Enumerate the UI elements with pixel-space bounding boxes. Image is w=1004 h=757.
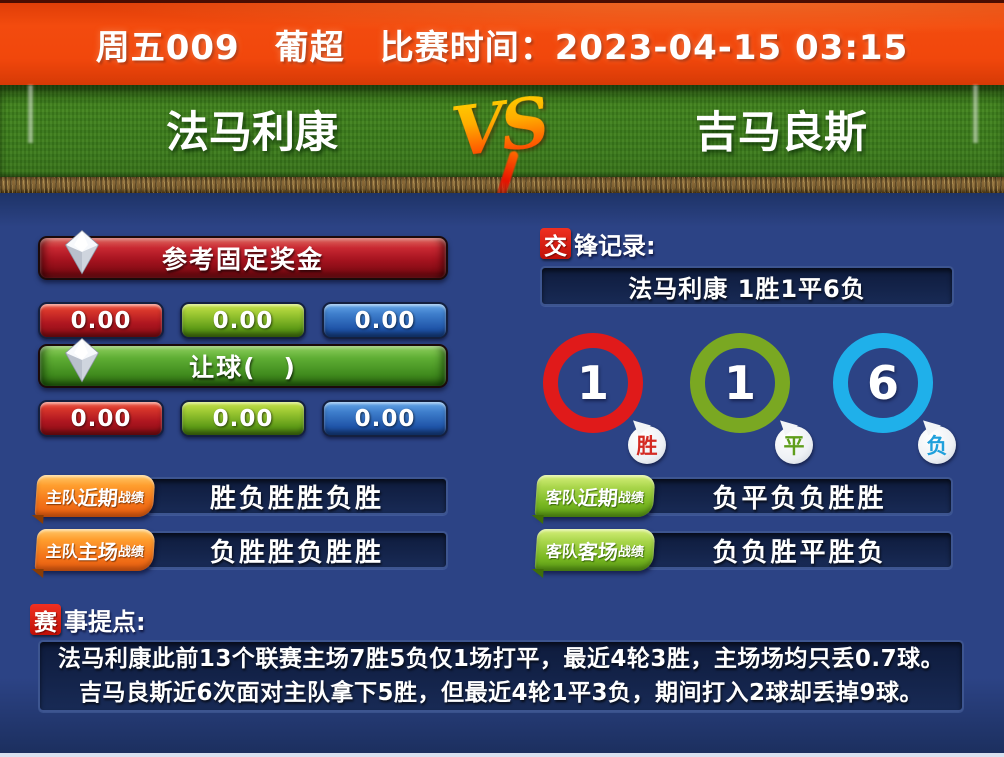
- tips-lead-badge-icon: 赛: [30, 604, 61, 636]
- h2h-label-text: 锋记录:: [574, 232, 656, 260]
- handicap-odds-away-button[interactable]: 0.00: [322, 400, 448, 437]
- draws-count: 1: [723, 356, 756, 410]
- loss-badge: 负: [918, 426, 956, 464]
- away-recent-record-value: 负平负负胜胜: [646, 477, 953, 515]
- badge-suffix-text: 战绩: [617, 544, 645, 560]
- vs-flame-icon: VS: [447, 83, 552, 223]
- fixed-odds-header: 参考固定奖金: [38, 230, 448, 280]
- handicap-odds-header: 让球( ): [38, 338, 448, 388]
- head-to-head-label: 交 锋记录:: [540, 228, 656, 260]
- fixed-odds-draw-button[interactable]: 0.00: [180, 302, 306, 339]
- badge-scope-text: 客场: [577, 539, 619, 564]
- match-title: 周五009 葡超 比赛时间：2023-04-15 03:15: [95, 27, 909, 68]
- h2h-summary-box: 法马利康 1胜1平6负: [540, 266, 954, 306]
- handicap-odds-draw-button[interactable]: 0.00: [180, 400, 306, 437]
- wins-ring-chart: 1 胜: [543, 333, 666, 464]
- away-away-record-badge: 客队 客场 战绩: [534, 529, 656, 571]
- header-bar: 周五009 葡超 比赛时间：2023-04-15 03:15: [0, 0, 1004, 85]
- badge-team-text: 客队: [545, 488, 579, 507]
- home-home-record-value: 负胜胜负胜胜: [146, 531, 448, 569]
- handicap-odds-home-button[interactable]: 0.00: [38, 400, 164, 437]
- tips-box: 法马利康此前13个联赛主场7胜5负仅1场打平，最近4轮3胜，主场场均只丢0.7球…: [38, 640, 964, 712]
- vs-label: VS: [447, 82, 551, 174]
- losses-count: 6: [866, 356, 899, 410]
- tips-label: 赛 事提点:: [30, 604, 146, 636]
- diamond-icon: [65, 230, 99, 275]
- badge-scope-text: 近期: [77, 485, 119, 510]
- badge-suffix-text: 战绩: [617, 490, 645, 506]
- badge-suffix-text: 战绩: [117, 490, 145, 506]
- draws-ring-chart: 1 平: [690, 333, 813, 464]
- badge-team-text: 客队: [545, 542, 579, 561]
- home-team-name: 法马利康: [166, 108, 338, 158]
- badge-team-text: 主队: [45, 542, 79, 561]
- away-team-name: 吉马良斯: [695, 108, 867, 158]
- pitch-line: [28, 85, 33, 143]
- away-away-record-value: 负负胜平胜负: [646, 531, 953, 569]
- away-recent-record-badge: 客队 近期 战绩: [534, 475, 656, 517]
- bottom-edge-strip: [0, 753, 1004, 757]
- win-badge: 胜: [628, 426, 666, 464]
- badge-scope-text: 主场: [77, 539, 119, 564]
- draw-badge: 平: [775, 426, 813, 464]
- h2h-lead-badge-icon: 交: [540, 228, 571, 260]
- home-recent-record-value: 胜负胜胜负胜: [146, 477, 448, 515]
- fixed-odds-away-button[interactable]: 0.00: [322, 302, 448, 339]
- tips-line: 法马利康此前13个联赛主场7胜5负仅1场打平，最近4轮3胜，主场场均只丢0.7球…: [57, 645, 945, 672]
- tips-label-text: 事提点:: [64, 608, 146, 636]
- fixed-odds-title: 参考固定奖金: [161, 245, 324, 274]
- losses-ring-chart: 6 负: [833, 333, 956, 464]
- home-recent-record-badge: 主队 近期 战绩: [34, 475, 156, 517]
- fixed-odds-home-button[interactable]: 0.00: [38, 302, 164, 339]
- badge-suffix-text: 战绩: [117, 544, 145, 560]
- diamond-icon: [65, 338, 99, 383]
- pitch-line: [973, 85, 978, 143]
- home-home-record-badge: 主队 主场 战绩: [34, 529, 156, 571]
- badge-scope-text: 近期: [577, 485, 619, 510]
- handicap-title: 让球( ): [189, 353, 297, 382]
- tips-line: 吉马良斯近6次面对主队拿下5胜，但最近4轮1平3负，期间打入2球却丢掉9球。: [78, 679, 924, 706]
- badge-team-text: 主队: [45, 488, 79, 507]
- wins-count: 1: [576, 356, 609, 410]
